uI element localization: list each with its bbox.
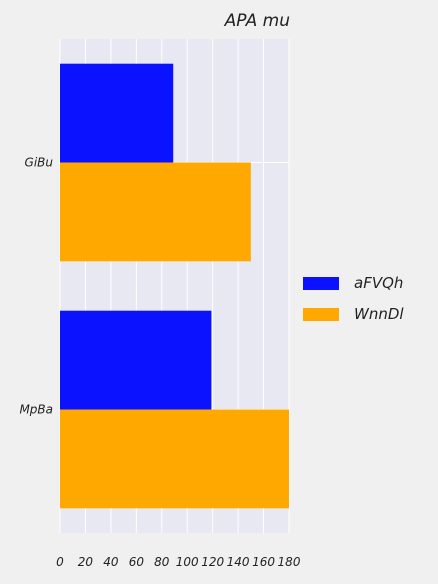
x-tick-label-9: 180	[278, 555, 301, 569]
x-tick-label-6: 120	[201, 555, 224, 569]
x-tick-label-3: 60	[129, 555, 145, 569]
legend-swatch-series-1	[303, 307, 339, 321]
x-tick-label-2: 40	[103, 555, 119, 569]
bar-GiBu-WnnDl	[60, 162, 251, 262]
legend-item-series-1: WnnDl	[303, 302, 404, 326]
x-tick-label-8: 160	[252, 555, 275, 569]
y-tick-label-1: MpBa	[19, 403, 53, 417]
legend-swatch-series-0	[303, 276, 339, 290]
x-tick-label-5: 100	[176, 555, 199, 569]
legend-label-series-0: aFVQh	[354, 274, 404, 292]
x-tick-label-1: 20	[78, 555, 94, 569]
chart-title: APA mu	[224, 11, 290, 31]
bar-MpBa-aFVQh	[60, 310, 212, 410]
legend-label-series-1: WnnDl	[354, 305, 404, 323]
x-tick-label-7: 140	[227, 555, 250, 569]
x-tick-label-0: 0	[56, 555, 64, 569]
legend: aFVQh WnnDl	[303, 271, 404, 333]
bar-GiBu-aFVQh	[60, 63, 174, 163]
legend-item-series-0: aFVQh	[303, 271, 404, 295]
x-tick-label-4: 80	[154, 555, 170, 569]
bar-MpBa-WnnDl	[60, 409, 289, 509]
y-tick-label-0: GiBu	[25, 156, 54, 170]
